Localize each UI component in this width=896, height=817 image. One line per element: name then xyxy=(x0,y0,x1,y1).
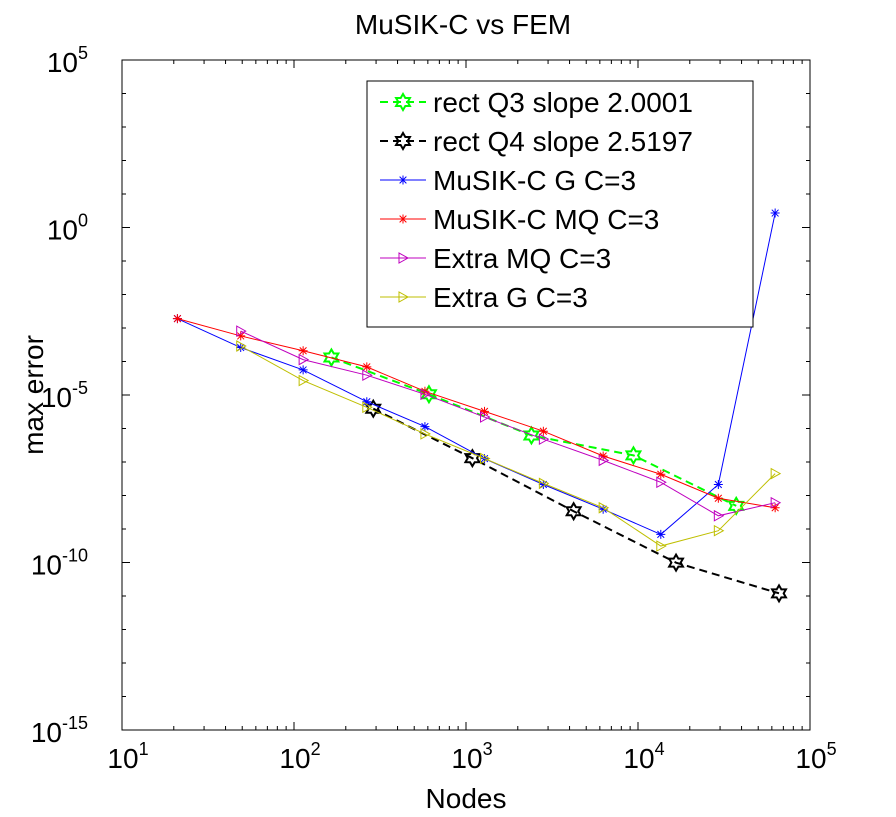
legend-label: rect Q4 slope 2.5197 xyxy=(433,126,693,157)
data-point xyxy=(398,291,410,303)
data-point xyxy=(398,252,410,264)
data-point xyxy=(727,495,745,516)
data-point xyxy=(362,401,373,414)
data-point xyxy=(172,314,182,324)
data-point xyxy=(420,428,431,440)
data-point xyxy=(713,524,725,537)
data-point xyxy=(770,503,780,513)
legend-label: rect Q3 slope 2.0001 xyxy=(433,87,693,118)
data-point xyxy=(713,493,723,503)
data-point xyxy=(598,501,610,514)
data-point xyxy=(656,476,667,489)
data-point xyxy=(656,540,667,552)
x-axis-label: Nodes xyxy=(426,783,507,814)
legend-entry: MuSIK-C MQ C=3 xyxy=(380,204,659,235)
data-point xyxy=(298,353,310,366)
series-line xyxy=(372,407,780,595)
data-point xyxy=(420,388,431,401)
data-point xyxy=(624,445,643,466)
series-line xyxy=(331,356,737,507)
data-point xyxy=(656,529,666,539)
legend-box xyxy=(366,80,754,328)
legend-label: MuSIK-C MQ C=3 xyxy=(433,204,659,235)
data-point xyxy=(598,504,608,514)
data-point xyxy=(667,552,685,573)
legend-entry: Extra MQ C=3 xyxy=(380,243,611,274)
legend-entry: Extra G C=3 xyxy=(380,282,588,313)
data-point xyxy=(362,397,372,407)
data-point xyxy=(236,331,246,341)
legend-label: MuSIK-C G C=3 xyxy=(433,165,636,196)
legend-label: Extra G C=3 xyxy=(433,282,588,313)
series-line xyxy=(240,345,776,547)
data-point xyxy=(538,479,548,489)
y-tick-label: 10-10 xyxy=(31,546,88,581)
data-point xyxy=(298,365,308,375)
data-point xyxy=(598,454,610,467)
legend-label: Extra MQ C=3 xyxy=(433,243,611,274)
data-point xyxy=(770,583,788,604)
series-rect-q4-slope-2-5197 xyxy=(364,398,788,604)
data-point xyxy=(420,422,430,432)
y-axis-label: max error xyxy=(18,335,49,455)
data-point xyxy=(236,343,246,353)
x-tick-label: 104 xyxy=(623,739,664,774)
x-tick-label: 101 xyxy=(107,739,148,774)
series-musik-c-mq-c-3 xyxy=(172,314,780,513)
data-point xyxy=(656,469,666,479)
axis-ticks: 101 102 103 104 105 105 100 10-5 10-10 10-15 xyxy=(31,43,837,774)
x-tick-label: 105 xyxy=(795,739,836,774)
series-extra-g-c-3 xyxy=(236,340,782,552)
y-tick-label: 100 xyxy=(47,211,88,246)
data-point xyxy=(713,479,723,489)
data-point xyxy=(463,448,482,469)
data-point xyxy=(713,509,725,522)
legend-entry: rect Q3 slope 2.0001 xyxy=(380,87,693,118)
data-point xyxy=(770,208,780,218)
data-point xyxy=(398,175,408,185)
data-point xyxy=(298,346,308,356)
data-point xyxy=(538,433,550,446)
data-point xyxy=(362,362,372,372)
x-tick-label: 102 xyxy=(279,739,320,774)
data-point xyxy=(479,406,489,416)
data-point xyxy=(598,451,608,461)
data-point xyxy=(770,467,782,480)
y-tick-label: 10-15 xyxy=(31,713,88,748)
series-extra-mq-c-3 xyxy=(236,325,782,522)
data-point xyxy=(394,131,412,151)
data-point xyxy=(770,496,782,509)
legend-entry: MuSIK-C G C=3 xyxy=(380,165,636,196)
legend: rect Q3 slope 2.0001 rect Q4 slope 2.5197… xyxy=(366,80,754,328)
x-tick-label: 103 xyxy=(451,739,492,774)
data-point xyxy=(522,425,541,446)
data-point xyxy=(479,452,491,465)
y-tick-label: 10-5 xyxy=(41,378,88,413)
data-point xyxy=(398,214,408,224)
data-point xyxy=(298,374,310,387)
data-point xyxy=(362,369,373,382)
data-point xyxy=(322,347,341,368)
legend-entry: rect Q4 slope 2.5197 xyxy=(380,126,693,157)
data-point xyxy=(236,325,247,337)
chart-title: MuSIK-C vs FEM xyxy=(355,9,571,40)
series-line xyxy=(240,330,776,517)
data-point xyxy=(479,411,491,423)
data-point xyxy=(394,92,412,112)
y-tick-label: 105 xyxy=(47,43,88,78)
data-point xyxy=(236,340,247,352)
data-point xyxy=(564,501,583,522)
series-rect-q3-slope-2-0001 xyxy=(322,347,745,516)
data-point xyxy=(538,426,548,436)
series-layer xyxy=(172,208,788,604)
data-point xyxy=(538,477,550,490)
